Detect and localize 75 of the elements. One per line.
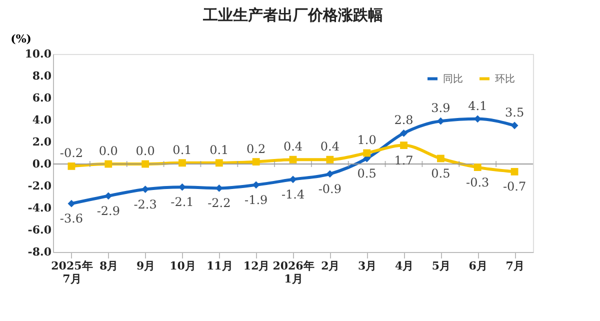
data-label: -2.9 <box>96 204 120 218</box>
x-tick-label: 2026年 1月 <box>272 260 314 286</box>
y-tick-label: 10.0 <box>24 48 52 60</box>
data-label: 0.5 <box>431 166 450 180</box>
data-label: 1.0 <box>357 133 376 147</box>
data-label: 0.1 <box>172 142 192 157</box>
data-label: 4.1 <box>468 98 488 113</box>
data-label: 0.4 <box>283 140 303 154</box>
data-label: 0.5 <box>357 166 376 180</box>
point <box>68 162 76 170</box>
data-label: 0.4 <box>320 140 340 154</box>
x-tick-label: 2025年 7月 <box>51 260 93 286</box>
y-tick-label: 4.0 <box>32 114 52 126</box>
data-label: 0.0 <box>98 144 118 158</box>
y-tick-label: -6.0 <box>28 224 52 236</box>
data-label: 1.7 <box>394 153 414 168</box>
x-tick-label: 2月 <box>321 260 340 272</box>
y-tick-label: 8.0 <box>32 70 52 82</box>
data-label: 0.1 <box>210 142 229 157</box>
point <box>510 168 518 176</box>
point <box>289 156 297 164</box>
point <box>400 142 408 150</box>
point <box>68 200 76 208</box>
data-label: -0.2 <box>60 146 84 160</box>
y-tick-label: -2.0 <box>28 180 52 192</box>
x-tick-label: 10月 <box>170 260 196 272</box>
y-tick-label: -4.0 <box>28 202 52 214</box>
point <box>474 164 482 172</box>
y-tick-label: 6.0 <box>32 92 52 104</box>
point <box>400 129 408 137</box>
data-label: 3.5 <box>504 106 524 120</box>
point <box>142 160 150 168</box>
legend-label: 同比 <box>443 72 463 85</box>
point <box>178 183 186 191</box>
x-tick-label: 11月 <box>206 260 233 272</box>
x-tick-label: 9月 <box>136 260 156 272</box>
data-label: -0.7 <box>502 180 526 194</box>
point <box>104 192 112 200</box>
data-label: 0.0 <box>136 144 155 158</box>
y-axis-title: (%) <box>10 32 32 46</box>
x-tick-label: 12月 <box>243 260 270 272</box>
data-label: 3.9 <box>431 101 450 116</box>
point <box>363 149 371 157</box>
y-tick-label: -8.0 <box>28 246 52 258</box>
y-tick-label: 2.0 <box>32 136 52 148</box>
data-label: -1.9 <box>244 192 268 207</box>
data-label: -0.3 <box>466 175 490 190</box>
point <box>436 154 444 162</box>
point <box>215 159 223 167</box>
chart-title: 工业生产者出厂价格涨跌幅 <box>202 6 383 24</box>
point <box>289 176 297 184</box>
x-tick-label: 7月 <box>506 260 524 272</box>
point <box>252 181 260 189</box>
x-tick-label: 5月 <box>432 260 451 272</box>
point <box>178 159 186 167</box>
data-label: -2.1 <box>170 195 194 210</box>
x-tick-label: 8月 <box>100 260 118 272</box>
legend-label: 环比 <box>495 72 515 85</box>
data-label: -2.2 <box>208 196 231 210</box>
y-tick-label: 0.0 <box>32 158 52 170</box>
data-label: 2.8 <box>394 113 414 128</box>
data-label: 0.2 <box>246 142 266 156</box>
point <box>326 156 334 164</box>
data-label: -0.9 <box>318 182 342 196</box>
point <box>326 170 334 178</box>
data-label: -1.4 <box>281 187 305 202</box>
x-tick-label: 4月 <box>394 260 414 272</box>
point <box>510 122 518 130</box>
data-label: -3.6 <box>60 212 84 226</box>
data-label: -2.3 <box>134 197 157 212</box>
point <box>436 117 444 125</box>
point <box>104 160 112 168</box>
point <box>252 158 260 166</box>
x-tick-label: 3月 <box>358 260 377 272</box>
x-tick-label: 6月 <box>468 260 488 272</box>
